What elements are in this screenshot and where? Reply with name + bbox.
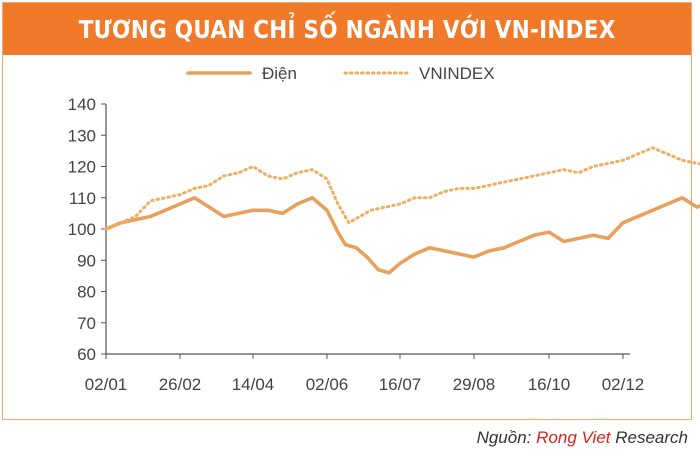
x-tick-label: 29/08	[453, 375, 496, 394]
y-axis: 60 70 80 90 100 110 120 130 140	[68, 95, 107, 364]
legend-label-dien: Điện	[262, 64, 297, 83]
y-tick-label: 100	[68, 220, 96, 239]
x-tick-label: 14/04	[232, 375, 275, 394]
x-tick-label: 02/01	[85, 375, 128, 394]
y-tick-label: 110	[69, 189, 96, 208]
series-line-dien	[104, 196, 700, 275]
x-tick-label: 26/02	[159, 375, 202, 394]
y-tick-label: 140	[68, 95, 96, 114]
legend: Điện VNINDEX	[186, 64, 495, 83]
x-tick-label: 16/07	[379, 375, 422, 394]
source-prefix: Nguồn:	[476, 428, 532, 447]
x-tick-label: 02/06	[306, 375, 349, 394]
y-tick-label: 120	[68, 158, 96, 177]
title-bar: TƯƠNG QUAN CHỈ SỐ NGÀNH VỚI VN-INDEX	[3, 3, 691, 55]
y-tick-label: 60	[77, 345, 96, 364]
y-tick-label: 80	[77, 283, 96, 302]
x-tick-label: 16/10	[528, 375, 571, 394]
x-axis: 02/01 26/02 14/04 02/06 16/07 29/08 16/10 02/12	[85, 353, 645, 394]
x-tick-label: 02/12	[602, 375, 645, 394]
source-note: Nguồn: Rong Viet Research	[477, 428, 688, 448]
series-line-vnindex	[104, 146, 700, 231]
y-tick-label: 130	[68, 126, 96, 145]
plot-area	[104, 146, 700, 275]
y-tick-label: 90	[77, 251, 96, 270]
chart-title: TƯƠNG QUAN CHỈ SỐ NGÀNH VỚI VN-INDEX	[78, 14, 616, 44]
y-tick-label: 70	[77, 314, 96, 333]
source-brand: Rong Viet	[536, 428, 611, 447]
legend-label-vnindex: VNINDEX	[419, 64, 495, 83]
source-suffix: Research	[615, 428, 688, 447]
